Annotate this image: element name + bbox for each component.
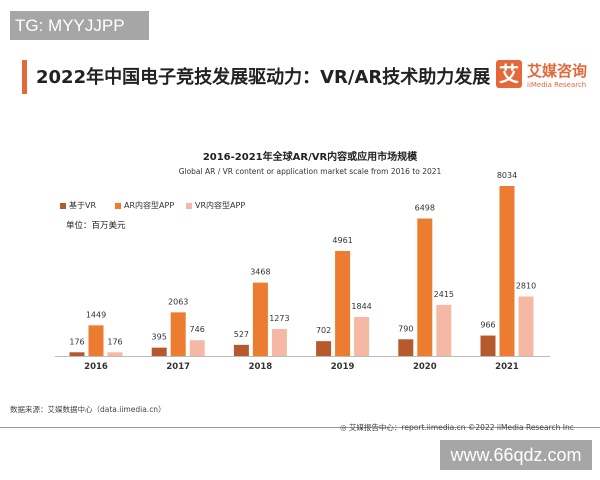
legend-item-vr: 基于VR xyxy=(60,200,96,211)
data-label: 8034 xyxy=(497,171,517,180)
bar xyxy=(417,218,433,356)
data-label: 1273 xyxy=(269,314,289,323)
data-label: 702 xyxy=(316,326,331,335)
legend-label: VR内容型APP xyxy=(195,201,246,210)
data-label: 176 xyxy=(107,337,122,346)
page-title: 2022年中国电子竞技发展驱动力：VR/AR技术助力发展 xyxy=(36,67,491,88)
legend-swatch xyxy=(115,202,121,209)
bar xyxy=(499,186,515,356)
bar xyxy=(316,341,332,356)
bar xyxy=(335,251,351,356)
data-label: 2063 xyxy=(168,297,188,306)
logo-icon: 艾 xyxy=(496,60,522,88)
footer-text: 艾媒报告中心：report.iimedia.cn ©2022 iiMedia R… xyxy=(348,423,574,432)
x-tick-label: 2021 xyxy=(495,362,519,372)
data-label: 395 xyxy=(152,333,167,342)
data-label: 2415 xyxy=(434,290,454,299)
unit-label: 单位：百万美元 xyxy=(66,221,126,231)
title-accent-bar xyxy=(22,60,27,94)
data-label: 1449 xyxy=(86,310,106,319)
data-label: 2810 xyxy=(516,282,536,291)
legend-swatch xyxy=(186,202,192,209)
data-label: 1844 xyxy=(351,302,371,311)
logo-text-cn: 艾媒咨询 xyxy=(527,62,588,80)
data-source: 数据来源：艾媒数据中心（data.iimedia.cn） xyxy=(10,405,166,414)
legend-item-vr-app: VR内容型APP xyxy=(186,200,245,211)
bar xyxy=(518,296,534,356)
bar xyxy=(69,352,85,356)
bar xyxy=(480,335,496,356)
x-tick-label: 2020 xyxy=(413,362,437,372)
bar xyxy=(271,329,287,356)
data-label: 4961 xyxy=(332,236,352,245)
watermark-bottom: www.66qdz.com xyxy=(440,440,592,470)
footer: ◎ 艾媒报告中心：report.iimedia.cn ©2022 iiMedia… xyxy=(340,423,574,432)
data-label: 790 xyxy=(398,324,413,333)
data-label: 527 xyxy=(234,330,249,339)
bar xyxy=(151,347,167,356)
data-label: 746 xyxy=(190,325,205,334)
legend-item-ar-app: AR内容型APP xyxy=(115,200,174,211)
x-tick-label: 2016 xyxy=(84,362,108,372)
bar xyxy=(354,316,370,356)
bar xyxy=(88,325,104,356)
legend-label: AR内容型APP xyxy=(124,201,175,210)
data-label: 3468 xyxy=(250,268,270,277)
legend-swatch xyxy=(60,202,66,209)
x-tick-label: 2018 xyxy=(249,362,273,372)
x-tick-label: 2017 xyxy=(166,362,190,372)
bar xyxy=(252,282,268,356)
chart-title: 2016-2021年全球AR/VR内容或应用市场规模 xyxy=(202,152,418,163)
legend-label: 基于VR xyxy=(69,201,97,210)
bar xyxy=(436,304,452,356)
data-label: 966 xyxy=(480,321,495,330)
logo-text-en: iiMedia Research xyxy=(527,81,587,89)
bar xyxy=(189,340,205,356)
bar xyxy=(107,352,123,356)
bar xyxy=(398,339,414,356)
data-label: 6498 xyxy=(415,204,435,213)
x-tick-label: 2019 xyxy=(331,362,355,372)
bar xyxy=(170,312,186,356)
divider xyxy=(0,427,600,428)
bar xyxy=(233,344,249,356)
watermark-top: TG: MYYJJPP xyxy=(10,11,149,40)
chart-subtitle: Global AR / VR content or application ma… xyxy=(178,167,442,176)
data-label: 176 xyxy=(69,337,84,346)
